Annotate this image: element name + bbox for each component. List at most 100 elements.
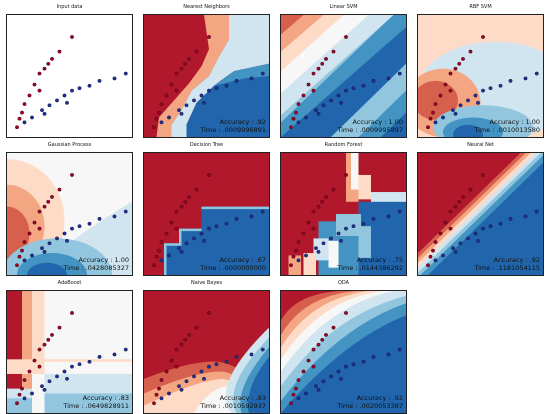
data-point-class-0: [311, 226, 316, 231]
data-point-class-1: [123, 347, 128, 352]
data-point-class-1: [55, 374, 59, 379]
data-point-class-1: [523, 214, 528, 219]
panel-title: AdaBoost: [57, 280, 82, 286]
plot-area: Accuracy : 1.00 Time : .0009995897: [280, 14, 407, 138]
data-point-class-1: [249, 352, 254, 357]
data-point-class-0: [157, 386, 161, 391]
data-point-class-1: [508, 78, 513, 83]
data-point-class-0: [164, 93, 169, 98]
decision-surface: [15, 35, 128, 130]
data-point-class-0: [291, 254, 296, 259]
region: [418, 80, 458, 120]
accuracy-label: Accuracy : .75: [356, 256, 403, 264]
data-point-class-0: [179, 342, 184, 347]
data-point-class-1: [42, 387, 47, 392]
data-point-class-0: [20, 248, 24, 253]
data-point-class-0: [306, 358, 311, 363]
data-point-class-0: [194, 49, 199, 54]
region: [358, 174, 371, 200]
classifier-panel: QDA Accuracy : .92 Time : .0020053387: [280, 280, 407, 414]
data-point-class-1: [351, 362, 356, 367]
data-point-class-0: [426, 263, 430, 268]
data-point-class-0: [174, 71, 179, 76]
data-point-class-0: [344, 311, 348, 315]
region: [186, 63, 269, 137]
data-point-class-0: [157, 110, 161, 115]
data-point-class-1: [87, 83, 92, 88]
data-point-class-1: [361, 83, 366, 88]
region: [358, 226, 371, 258]
data-point-class-1: [386, 76, 391, 81]
accuracy-label: Accuracy : 1.00: [78, 256, 129, 264]
region: [22, 291, 32, 413]
classifier-panel: Decision Tree Accuracy : .67 Time : .00000…: [143, 142, 270, 276]
data-point-class-1: [97, 216, 102, 221]
data-point-class-0: [344, 173, 348, 177]
data-point-class-1: [433, 120, 438, 125]
data-point-class-1: [321, 241, 326, 246]
data-point-class-0: [426, 125, 430, 130]
data-point-class-0: [294, 110, 298, 115]
data-point-class-1: [202, 100, 206, 105]
region: [453, 124, 483, 137]
data-point-class-1: [458, 103, 463, 108]
region: [44, 361, 132, 374]
data-point-class-0: [27, 231, 32, 236]
data-point-class-0: [433, 240, 438, 244]
data-point-class-0: [453, 204, 458, 209]
time-label: Time : .0009995897: [337, 126, 403, 134]
data-point-class-0: [468, 49, 473, 54]
data-point-class-0: [331, 325, 336, 330]
data-point-class-1: [192, 98, 196, 103]
data-point-class-1: [321, 379, 326, 384]
data-point-class-1: [329, 236, 333, 241]
panel-title: Linear SVM: [329, 4, 358, 10]
region: [303, 253, 316, 275]
data-point-class-1: [199, 231, 204, 236]
data-point-class-1: [184, 241, 189, 246]
data-point-class-1: [214, 86, 219, 91]
data-point-class-1: [70, 226, 74, 231]
data-point-class-0: [294, 248, 298, 253]
data-point-class-0: [207, 35, 211, 39]
data-point-class-1: [344, 88, 348, 93]
data-point-class-1: [534, 71, 539, 76]
data-point-class-1: [224, 221, 229, 226]
data-point-class-1: [534, 209, 539, 214]
data-point-class-0: [159, 102, 164, 106]
data-point-class-1: [314, 108, 318, 113]
data-point-class-1: [397, 209, 402, 214]
data-point-class-0: [448, 88, 453, 93]
data-point-class-1: [296, 258, 301, 263]
data-point-class-0: [20, 110, 24, 115]
classifier-panel: Neural Net Accuracy : .92 Time : .11810541…: [417, 142, 544, 276]
accuracy-label: Accuracy : .83: [82, 394, 129, 402]
data-point-class-0: [37, 71, 42, 76]
data-point-class-1: [386, 352, 391, 357]
data-point-class-1: [22, 258, 27, 263]
data-point-class-1: [42, 249, 47, 254]
region: [336, 214, 361, 236]
data-point-class-1: [488, 224, 493, 229]
data-point-class-0: [17, 116, 22, 121]
data-point-class-1: [40, 384, 44, 389]
data-point-class-1: [316, 249, 321, 254]
data-point-class-1: [498, 221, 503, 226]
data-point-class-0: [311, 71, 316, 76]
data-point-class-0: [296, 102, 301, 106]
data-point-class-0: [320, 61, 325, 66]
region: [32, 373, 45, 413]
data-point-class-1: [47, 379, 52, 384]
data-point-class-1: [192, 236, 196, 241]
plot-area: Accuracy : 1.00 Time : .0428085327: [6, 152, 133, 276]
data-point-class-1: [371, 354, 376, 359]
data-point-class-1: [234, 216, 239, 221]
data-point-class-0: [32, 220, 37, 225]
time-label: Time : .0000000000: [200, 264, 266, 272]
data-point-class-0: [207, 311, 211, 315]
data-point-class-0: [187, 333, 191, 337]
decision-surface: [144, 291, 269, 413]
data-point-class-0: [37, 209, 42, 214]
data-point-class-1: [314, 246, 318, 251]
